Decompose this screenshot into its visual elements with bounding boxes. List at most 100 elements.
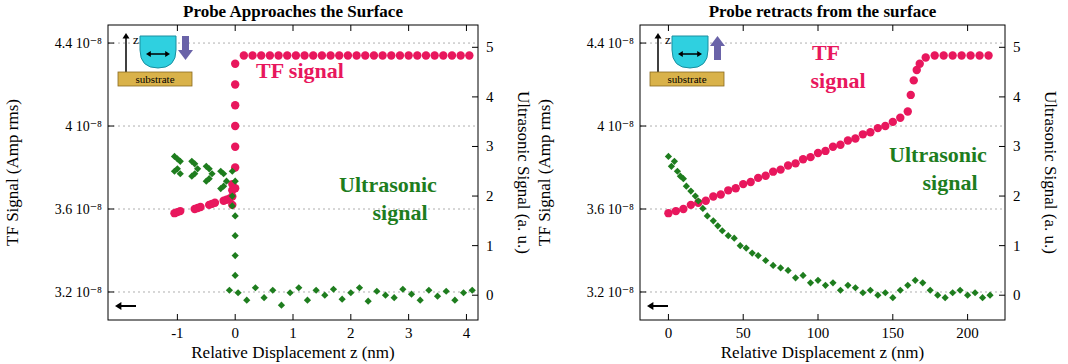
data-point [344,51,352,59]
data-point [231,60,239,68]
data-point [211,199,219,207]
data-point [240,51,248,59]
grid-line [108,126,478,127]
series-1 [665,153,994,302]
data-point [777,264,784,271]
y2-tick [472,245,478,246]
y2-tick [999,146,1005,147]
y-tick-label: 3.6 10⁻⁸ [587,202,634,217]
inset-osc-right [165,51,170,57]
x-tick-label: 0 [665,325,673,341]
data-point [177,158,184,165]
figure: Probe Approaches the Surface-101234Relat… [0,0,1068,364]
y2-tick-label: 0 [486,287,494,303]
data-point [907,91,915,99]
data-point [413,51,421,59]
y-tick [640,209,646,210]
data-point [743,245,750,252]
inset-motion-head [710,36,725,46]
data-point [269,287,276,294]
data-point [821,147,829,155]
data-point [919,279,926,286]
data-point [232,232,239,239]
data-point [287,289,294,296]
data-point [792,274,799,281]
data-point [295,284,302,291]
data-point [799,272,806,279]
y-tick [108,126,114,127]
inset: zsubstrate [118,32,193,86]
data-point [710,217,717,224]
y2-tick-label: 0 [1013,287,1021,303]
data-point [451,297,458,304]
y-tick-label: 3.2 10⁻⁸ [55,285,102,300]
data-point [746,178,754,186]
inset-osc-left [678,51,683,57]
plot-frame [108,25,478,320]
x-tick-label: 4 [463,325,471,341]
data-point [896,114,904,122]
y-tick-label: 4.4 10⁻⁸ [587,36,634,51]
data-point [949,289,956,296]
y-tick [108,291,114,292]
y2-tick [472,196,478,197]
y2-tick-label: 2 [486,188,494,204]
data-point [352,51,360,59]
data-point [679,205,687,213]
series-label-line: Ultrasonic [889,142,987,167]
inset-motion-shaft [182,36,189,50]
data-point [814,277,821,284]
data-point [387,51,395,59]
data-point [769,167,777,175]
chart-title: Probe Approaches the Surface [183,2,403,21]
data-point [699,205,706,212]
data-point [874,124,882,132]
data-point [176,207,184,215]
inset-z-arrow [655,33,662,39]
data-point [232,272,239,279]
data-point [229,168,236,175]
y-tick [640,291,646,292]
data-point [851,134,859,142]
plot-frame [640,25,1005,320]
x-tick-label: 100 [807,325,830,341]
data-point [177,170,184,177]
chart-panel: Probe retracts from the surface050100150… [535,2,1060,362]
series-label: Ultrasonicsignal [889,142,987,195]
data-point [665,153,672,160]
data-point [430,51,438,59]
x-tick [668,314,669,320]
x-axis-label: Relative Displacement z (nm) [191,343,394,362]
inset-oscillation [149,53,167,55]
data-point [443,288,450,295]
data-point [232,178,239,185]
data-point [382,292,389,299]
x-tick-label: 50 [736,325,751,341]
y2-tick-label: 4 [1013,89,1021,105]
data-point [226,287,233,294]
inset: zsubstrate [650,32,725,86]
data-point [755,252,762,259]
y2-tick [472,47,478,48]
data-point [229,202,236,209]
data-point [889,294,896,301]
grid-line [640,209,1005,210]
data-point [731,235,738,242]
series-label: Ultrasonicsignal [339,172,437,225]
data-point [717,190,725,198]
data-point [934,292,941,299]
inset-substrate-label: substrate [135,73,174,85]
y-tick [108,43,114,44]
x-tick-top [350,25,351,31]
y2-tick-label: 1 [486,238,494,254]
data-point [784,161,792,169]
data-point [339,296,346,303]
data-point [680,175,687,182]
x-tick [818,314,819,320]
y-tick-label: 3.2 10⁻⁸ [587,285,634,300]
data-point [391,294,398,301]
data-point [979,294,986,301]
data-point [844,282,851,289]
data-point [791,159,799,167]
data-point [231,122,239,130]
